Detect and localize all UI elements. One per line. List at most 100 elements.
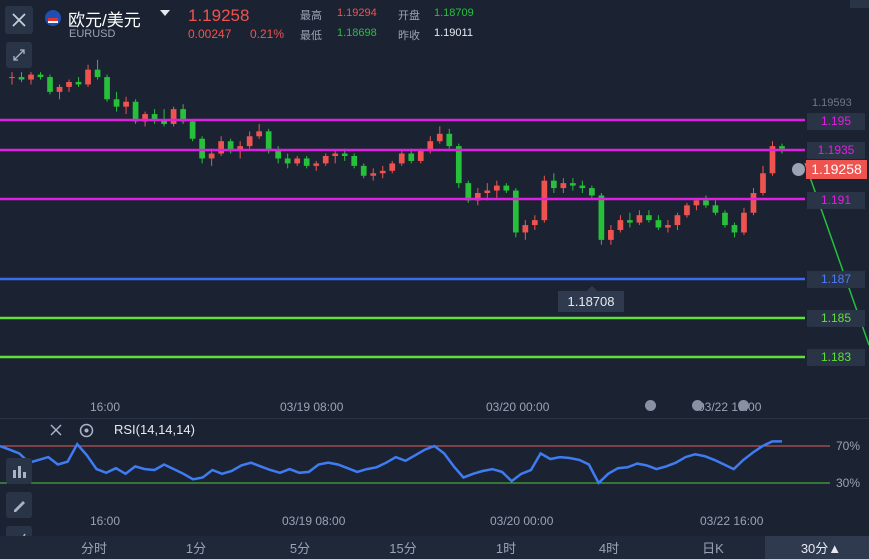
candle-body (85, 69, 91, 85)
candle-body (256, 131, 263, 137)
symbol-dropdown-icon[interactable] (160, 10, 170, 16)
corner-tab[interactable] (850, 0, 869, 8)
candle-body (484, 190, 491, 193)
expand-button[interactable] (6, 42, 32, 68)
timeframe-tab[interactable]: 4时 (598, 541, 620, 556)
open-label: 开盘 (398, 10, 420, 22)
expand-icon (13, 49, 25, 61)
event-marker-icon[interactable] (645, 400, 656, 411)
candle-body (237, 146, 243, 152)
rsi-settings-button[interactable] (78, 422, 95, 444)
change-value: 0.00247 (188, 27, 232, 41)
bars-icon (13, 466, 26, 478)
rsi-close-button[interactable] (48, 422, 64, 443)
candle-body (398, 153, 405, 164)
current-price-tag: 1.19258 (806, 160, 867, 179)
candle-body (589, 188, 595, 196)
candle-body (417, 151, 424, 161)
candle-body (665, 225, 671, 228)
rsi-upper-label: 70% (836, 439, 861, 453)
candle-body (455, 146, 462, 184)
low-label: 最低 (300, 30, 322, 42)
timeframe-bar (0, 536, 869, 559)
candle-body (760, 173, 766, 193)
draw-tool[interactable] (6, 492, 32, 518)
price-tag-1185: 1.185 (807, 310, 865, 327)
timeframe-tab[interactable]: 1分 (185, 541, 207, 556)
rsi-line (0, 440, 782, 486)
candle-body (284, 158, 291, 164)
pencil-icon (14, 501, 25, 512)
timeframe-tab-active[interactable]: 30分▲ (800, 541, 842, 556)
last-price: 1.19258 (188, 6, 250, 25)
rsi-chart (0, 440, 830, 486)
event-marker-icon[interactable] (692, 400, 703, 411)
candle-body (617, 220, 624, 230)
close-button[interactable] (5, 6, 33, 34)
candle-body (180, 109, 186, 122)
high-value: 1.19294 (337, 7, 377, 19)
prev-close-label: 昨收 (398, 30, 420, 42)
candles-layer (9, 59, 785, 245)
candle-body (465, 183, 472, 201)
price-tag-1183: 1.183 (807, 349, 865, 366)
panel-divider (0, 418, 869, 419)
candle-body (227, 141, 234, 152)
timeframe-tab[interactable]: 15分 (389, 541, 417, 556)
event-marker-icon[interactable] (738, 400, 749, 411)
candle-body (341, 153, 348, 156)
candle-body (208, 153, 215, 159)
symbol-name[interactable]: 欧元/美元 (68, 11, 141, 30)
candle-body (608, 230, 614, 240)
price-alert-icon[interactable] (792, 163, 805, 176)
candle-body (684, 205, 690, 216)
candle-body (360, 165, 367, 176)
candle-body (18, 77, 25, 80)
time-label: 16:00 (90, 514, 121, 528)
candle-body (104, 77, 110, 100)
price-tag-1191: 1.191 (807, 192, 865, 209)
candle-body (722, 212, 728, 226)
candle-body (332, 153, 339, 156)
candle-body (493, 185, 500, 191)
candle-body (351, 156, 358, 166)
candle-body (189, 121, 196, 139)
price-chart[interactable] (0, 45, 869, 415)
candle-body (627, 220, 633, 223)
candle-body (427, 141, 434, 152)
candle-body (161, 119, 167, 124)
candle-body (9, 77, 15, 79)
candle-body (446, 133, 453, 147)
candle-body (246, 136, 253, 147)
flag-icon (44, 9, 62, 32)
candle-body (655, 220, 662, 228)
price-tag-1195: 1.195 (807, 113, 865, 130)
candle-body (275, 151, 282, 159)
candle-body (512, 190, 519, 233)
candle-body (598, 195, 605, 240)
timeframe-tab[interactable]: 1时 (495, 541, 517, 556)
candle-body (265, 131, 272, 152)
candle-body (294, 158, 301, 164)
candle-body (113, 99, 120, 107)
prev-close-value: 1.19011 (434, 27, 473, 39)
high-label: 最高 (300, 10, 322, 22)
timeframe-active-bg (765, 536, 869, 559)
timeframe-tab[interactable]: 日K (702, 541, 724, 556)
timeframe-tab[interactable]: 分时 (80, 541, 107, 556)
candle-body (389, 163, 396, 171)
timeframe-tab[interactable]: 5分 (289, 541, 311, 556)
time-label: 03/19 08:00 (280, 400, 344, 414)
candle-body (570, 183, 576, 186)
candle-body (579, 185, 586, 189)
gear-icon (79, 423, 94, 438)
rsi-lower-label: 30% (836, 476, 861, 490)
price-axis-top-tick: 1.19593 (812, 97, 852, 109)
candle-body (769, 146, 776, 174)
symbol-code: EURUSD (69, 28, 116, 40)
time-label: 16:00 (90, 400, 121, 414)
indicator-tool[interactable] (6, 458, 32, 484)
candle-body (408, 153, 415, 161)
time-label: 03/20 00:00 (486, 400, 550, 414)
candle-body (123, 101, 129, 107)
